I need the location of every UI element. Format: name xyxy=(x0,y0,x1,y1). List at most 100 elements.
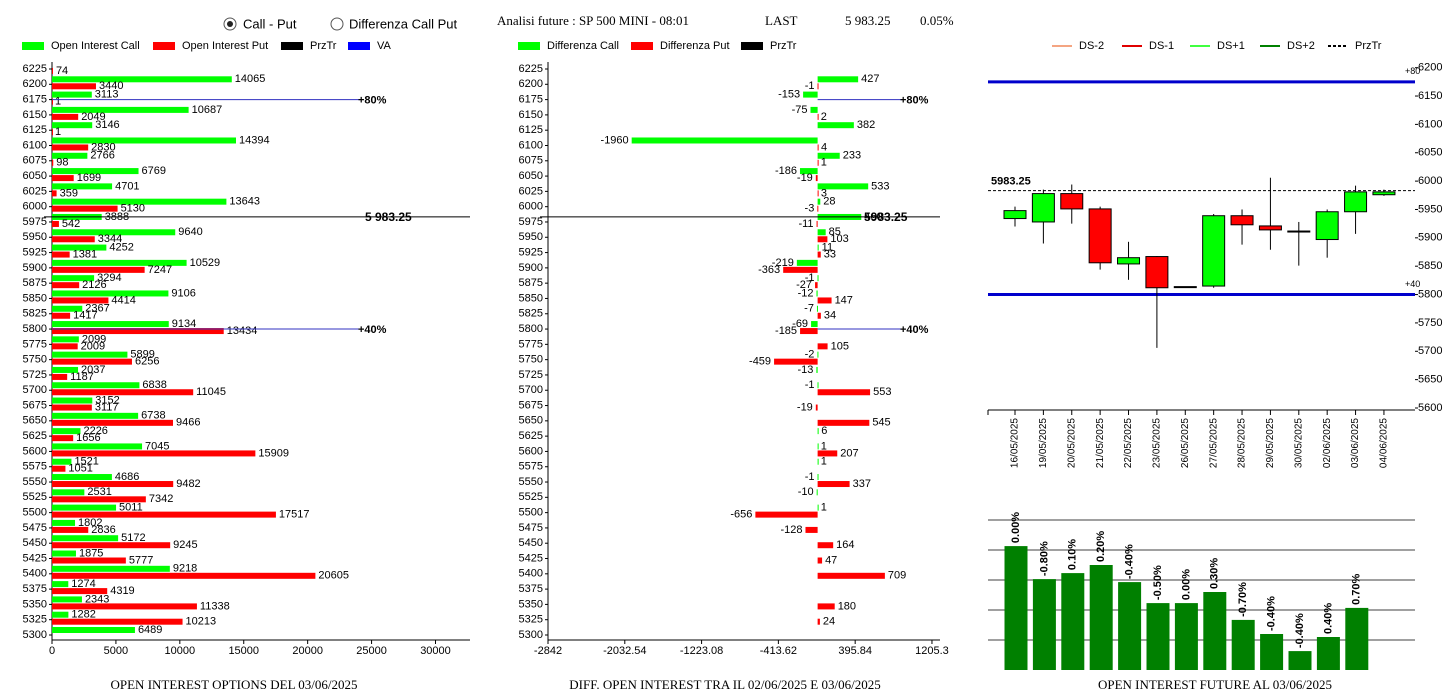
bar-value-label: 2343 xyxy=(85,593,109,605)
bar xyxy=(52,489,85,496)
bar-value-label: -1 xyxy=(805,80,815,92)
bar xyxy=(815,282,818,289)
radio[interactable] xyxy=(330,17,344,31)
y-tick-label: 6175 xyxy=(519,94,543,106)
bar-value-label: 4701 xyxy=(115,180,139,192)
bar xyxy=(52,450,256,457)
bar xyxy=(817,229,826,236)
price-label: 5983.25 xyxy=(864,210,908,224)
candle-body xyxy=(1003,210,1027,220)
bar-value-label: 6769 xyxy=(142,165,166,177)
bar xyxy=(817,113,819,120)
y-tick-label: 5825 xyxy=(519,308,543,320)
x-tick-label: 03/06/2025 xyxy=(1350,418,1361,468)
chart-title: DIFF. OPEN INTEREST TRA IL 02/06/2025 E … xyxy=(569,677,880,692)
bar xyxy=(817,474,819,481)
y-tick-label: 5975 xyxy=(519,216,543,228)
bar xyxy=(817,618,820,625)
bar-value-label: 533 xyxy=(871,180,889,192)
y-tick-label: 5575 xyxy=(23,461,47,473)
y-tick-label: 6200 xyxy=(519,78,543,90)
legend-label: PrzTr xyxy=(770,40,797,52)
bar-value-label: 3146 xyxy=(95,119,119,131)
last-change: 0.05% xyxy=(920,13,954,28)
x-tick-label: 26/05/2025 xyxy=(1180,418,1191,468)
bar xyxy=(811,321,818,328)
bar-value-label: -459 xyxy=(749,356,771,368)
candle-body xyxy=(1287,230,1311,233)
bar xyxy=(816,290,818,297)
y-tick-label: 6075 xyxy=(23,155,47,167)
bar-value-label: 2 xyxy=(821,111,827,123)
bar-label: -0.70% xyxy=(1237,582,1249,617)
y-tick-label: 6025 xyxy=(519,185,543,197)
y-tick-label: 6100 xyxy=(519,139,543,151)
x-tick-label: 23/05/2025 xyxy=(1152,418,1163,468)
bar xyxy=(1032,579,1056,670)
bar-label: 0.30% xyxy=(1209,558,1221,589)
bar-value-label: 4 xyxy=(821,141,827,153)
y-tick-label: 6025 xyxy=(23,185,47,197)
bar xyxy=(817,251,821,258)
candle-body xyxy=(1088,208,1112,264)
candle-body xyxy=(1173,286,1197,289)
radio-label[interactable]: Call - Put xyxy=(243,16,297,31)
bar xyxy=(52,389,194,396)
bar xyxy=(52,404,92,411)
bar-value-label: 1282 xyxy=(71,609,95,621)
bar-value-label: 1 xyxy=(821,502,827,514)
bar xyxy=(817,183,869,190)
x-tick-label: 21/05/2025 xyxy=(1095,418,1106,468)
bar-value-label: 2367 xyxy=(85,303,109,315)
bar xyxy=(52,465,66,472)
bar xyxy=(805,526,818,533)
bar-value-label: 9218 xyxy=(173,563,197,575)
bar xyxy=(1231,619,1255,670)
bar xyxy=(817,603,835,610)
bar xyxy=(52,76,232,83)
x-tick-label: 395.84 xyxy=(838,645,872,657)
bar xyxy=(52,428,81,435)
y-tick-label: 6150 xyxy=(23,109,47,121)
y-tick-label: 6050 xyxy=(519,170,543,182)
bar-value-label: 33 xyxy=(824,248,836,260)
bar-value-label: 105 xyxy=(831,340,849,352)
y-tick-label: 5725 xyxy=(519,369,543,381)
bar xyxy=(810,106,818,113)
bar xyxy=(52,550,76,557)
bar xyxy=(52,290,169,297)
bar xyxy=(817,297,832,304)
candle-body xyxy=(1031,193,1055,223)
bar-label: 0.70% xyxy=(1351,573,1363,604)
candle-body xyxy=(1258,225,1282,231)
bar xyxy=(817,481,850,488)
bar-value-label: 1 xyxy=(55,126,61,138)
y-tick-label: 5850 xyxy=(23,292,47,304)
y-tick-label: 6050 xyxy=(1418,147,1442,159)
bar-value-label: 9482 xyxy=(176,478,200,490)
bar-value-label: 1802 xyxy=(78,517,102,529)
bar xyxy=(52,122,93,129)
bar xyxy=(52,366,79,373)
bar xyxy=(52,596,82,603)
bar-value-label: 4319 xyxy=(110,585,134,597)
bar xyxy=(52,588,108,595)
bar xyxy=(799,168,818,175)
legend-swatch xyxy=(741,42,763,50)
legend-swatch xyxy=(631,42,653,50)
bar-value-label: 14065 xyxy=(235,73,266,85)
bar-label: -0.80% xyxy=(1038,541,1050,576)
bar xyxy=(52,519,76,526)
bar-label: -0.40% xyxy=(1266,596,1278,631)
radio-label[interactable]: Differenza Call Put xyxy=(349,16,458,31)
bar xyxy=(817,351,819,358)
y-tick-label: 5475 xyxy=(519,522,543,534)
y-tick-label: 5975 xyxy=(23,216,47,228)
bar xyxy=(52,106,189,113)
chart-title: OPEN INTEREST OPTIONS DEL 03/06/2025 xyxy=(111,677,358,692)
level-label: +40% xyxy=(900,324,929,336)
x-tick-label: 0 xyxy=(49,645,55,657)
bar-value-label: 28 xyxy=(823,196,835,208)
bar xyxy=(1260,634,1284,670)
